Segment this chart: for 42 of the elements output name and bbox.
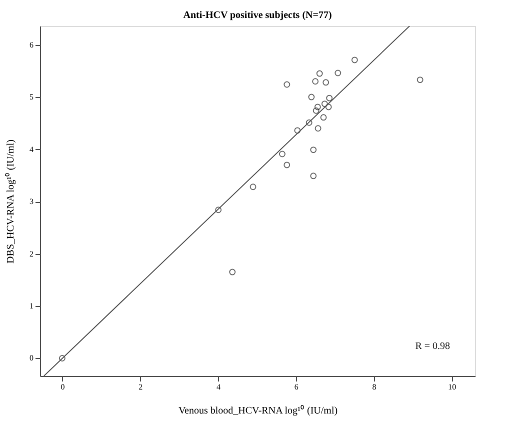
point [316, 70, 323, 77]
point [416, 76, 424, 84]
point [250, 184, 256, 190]
y-tick-label: 2 [30, 249, 34, 258]
point [312, 78, 319, 85]
y-axis-title: DBS_HCV-RNA log¹⁰ (IU/ml) [4, 140, 16, 264]
point [308, 94, 315, 100]
x-tick-label: 8 [372, 382, 376, 392]
point [334, 70, 342, 76]
x-tick-label: 0 [60, 382, 65, 392]
chart-title: Anti-HCV positive subjects (N=77) [183, 10, 332, 21]
point [321, 100, 328, 108]
point [320, 114, 327, 121]
point [314, 125, 322, 132]
point [306, 119, 312, 126]
y-tick-label: 6 [30, 40, 34, 50]
point [326, 94, 333, 102]
x-axis-title: Venous blood_HCV-RNA log¹⁰ (IU/ml) [178, 404, 338, 416]
y-tick-label: 1 [30, 302, 34, 310]
point [278, 150, 286, 158]
point [322, 79, 330, 86]
point [314, 104, 321, 110]
point [351, 56, 358, 64]
x-tick-label: 2 [138, 382, 143, 392]
point [58, 355, 66, 362]
y-tick-label: 5 [30, 92, 34, 102]
x-tick-label: 6 [294, 382, 298, 392]
point [310, 172, 317, 180]
point [325, 104, 332, 110]
x-tick-label: 4 [216, 382, 220, 392]
point [229, 268, 236, 276]
point [284, 162, 290, 168]
x-tick-label: 10 [448, 382, 456, 392]
point [215, 206, 222, 214]
point [310, 146, 317, 154]
y-tick-label: 3 [30, 197, 34, 206]
point [312, 107, 320, 114]
point [284, 81, 290, 88]
point [294, 127, 301, 134]
annotation: R = 0.98 [415, 341, 450, 352]
y-tick-label: 0 [30, 354, 34, 363]
y-tick-label: 4 [30, 144, 34, 154]
